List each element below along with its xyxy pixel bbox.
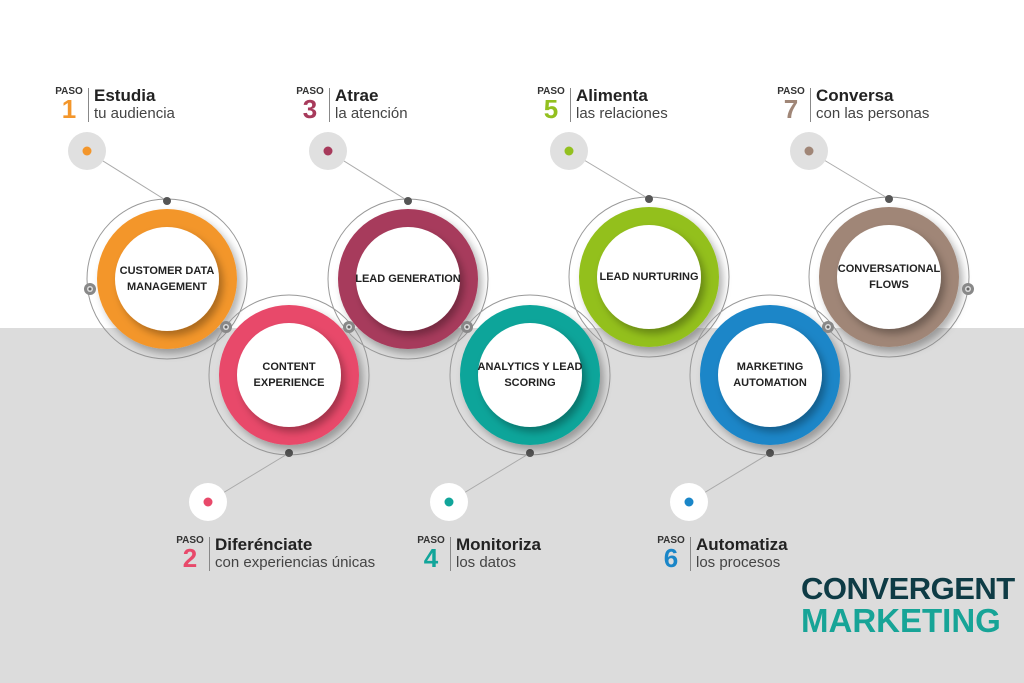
paso-label: PASO — [296, 86, 324, 97]
paso-label: PASO — [537, 86, 565, 97]
circle-label: LEAD NURTURING — [599, 271, 699, 283]
divider — [88, 88, 89, 122]
step-center — [356, 227, 460, 331]
step-title: Monitoriza — [456, 535, 541, 554]
paso-label: PASO — [777, 86, 805, 97]
circle-label: CUSTOMER DATA MANAGEMENT — [119, 265, 215, 293]
step-subtitle: con las personas — [816, 105, 930, 122]
logo-line1: CONVERGENT — [801, 571, 1015, 606]
paso-label: PASO — [176, 535, 204, 546]
step-marker-dot — [203, 497, 213, 507]
step-subtitle: los procesos — [696, 554, 781, 571]
anchor-dot — [526, 449, 534, 457]
anchor-dot — [285, 449, 293, 457]
step-subtitle: los datos — [456, 554, 517, 571]
circle-label: CONTENT EXPERIENCE — [253, 361, 325, 389]
anchor-dot — [404, 197, 412, 205]
step-marker-dot — [804, 146, 814, 156]
paso-label: PASO — [417, 535, 445, 546]
circle-label: LEAD GENERATION — [355, 273, 461, 285]
divider — [450, 537, 451, 571]
step-subtitle: tu audiencia — [94, 105, 175, 122]
step-title: Alimenta — [576, 86, 648, 105]
step-marker-dot — [684, 497, 694, 507]
step-number: 3 — [302, 94, 318, 124]
divider — [209, 537, 210, 571]
circle-label: MARKETING AUTOMATION — [733, 361, 807, 389]
step-subtitle: las relaciones — [576, 105, 668, 122]
step-number: 2 — [182, 543, 198, 573]
circle-label: ANALYTICS Y LEAD SCORING — [477, 361, 583, 389]
step-subtitle: con experiencias únicas — [215, 554, 376, 571]
divider — [570, 88, 571, 122]
anchor-dot — [163, 197, 171, 205]
step-center — [597, 225, 701, 329]
step-number: 7 — [783, 94, 799, 124]
divider — [329, 88, 330, 122]
divider — [810, 88, 811, 122]
step-title: Estudia — [94, 86, 156, 105]
step-number: 5 — [543, 94, 559, 124]
step-subtitle: la atención — [335, 105, 408, 122]
divider — [690, 537, 691, 571]
anchor-dot — [645, 195, 653, 203]
logo-line2: MARKETING — [801, 602, 1001, 639]
step-center — [478, 323, 582, 427]
step-title: Atrae — [335, 86, 379, 105]
step-marker-dot — [564, 146, 574, 156]
logo: CONVERGENT MARKETING — [801, 571, 1015, 639]
paso-label: PASO — [657, 535, 685, 546]
step-center — [718, 323, 822, 427]
step-title: Conversa — [816, 86, 894, 105]
circle-label: CONVERSATIONAL FLOWS — [837, 263, 941, 291]
step-number: 4 — [423, 543, 439, 573]
step-center — [837, 225, 941, 329]
paso-label: PASO — [55, 86, 83, 97]
step-marker-dot — [444, 497, 454, 507]
step-number: 1 — [61, 94, 77, 124]
step-center — [237, 323, 341, 427]
step-center — [115, 227, 219, 331]
step-title: Diferénciate — [215, 535, 313, 554]
step-title: Automatiza — [696, 535, 788, 554]
step-number: 6 — [663, 543, 679, 573]
step-marker-dot — [82, 146, 92, 156]
step-marker-dot — [323, 146, 333, 156]
anchor-dot — [885, 195, 893, 203]
anchor-dot — [766, 449, 774, 457]
